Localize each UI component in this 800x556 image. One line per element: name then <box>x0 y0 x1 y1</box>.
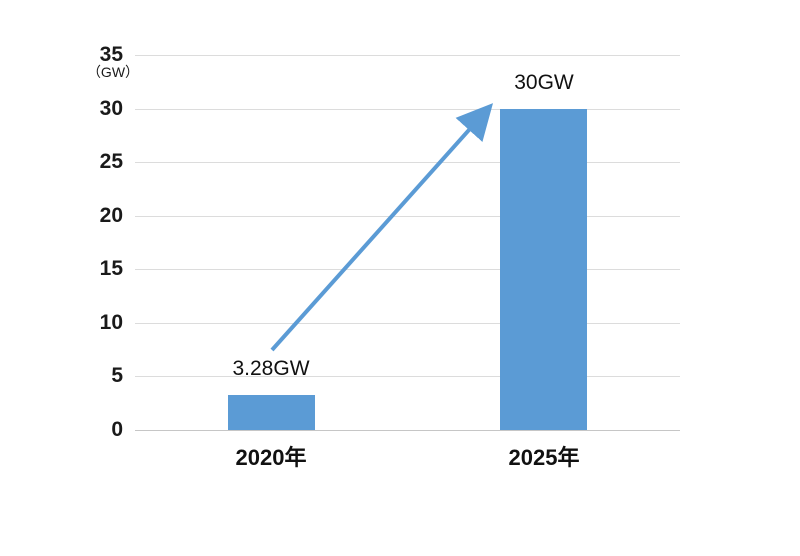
y-tick-label: 35 <box>99 43 123 66</box>
category-label: 2020年 <box>235 445 307 470</box>
gridline <box>135 323 680 324</box>
gridline <box>135 376 680 377</box>
y-axis-unit-label: （GW） <box>86 64 140 80</box>
data-label: 30GW <box>514 71 574 94</box>
y-tick-label: 20 <box>99 204 123 227</box>
gridline <box>135 269 680 270</box>
y-tick-label: 15 <box>99 257 123 280</box>
y-tick-label: 0 <box>111 418 123 441</box>
gridline <box>135 55 680 56</box>
gridline <box>135 216 680 217</box>
category-label: 2025年 <box>508 445 580 470</box>
y-tick-label: 25 <box>99 150 123 173</box>
y-tick-label: 5 <box>111 364 123 387</box>
bar-2020年 <box>228 395 315 430</box>
y-tick-label: 30 <box>99 97 123 120</box>
data-label: 3.28GW <box>232 357 310 380</box>
x-axis-line <box>135 430 680 431</box>
gridline <box>135 162 680 163</box>
gridline <box>135 109 680 110</box>
y-tick-label: 10 <box>99 311 123 334</box>
bar-2025年 <box>500 109 587 430</box>
